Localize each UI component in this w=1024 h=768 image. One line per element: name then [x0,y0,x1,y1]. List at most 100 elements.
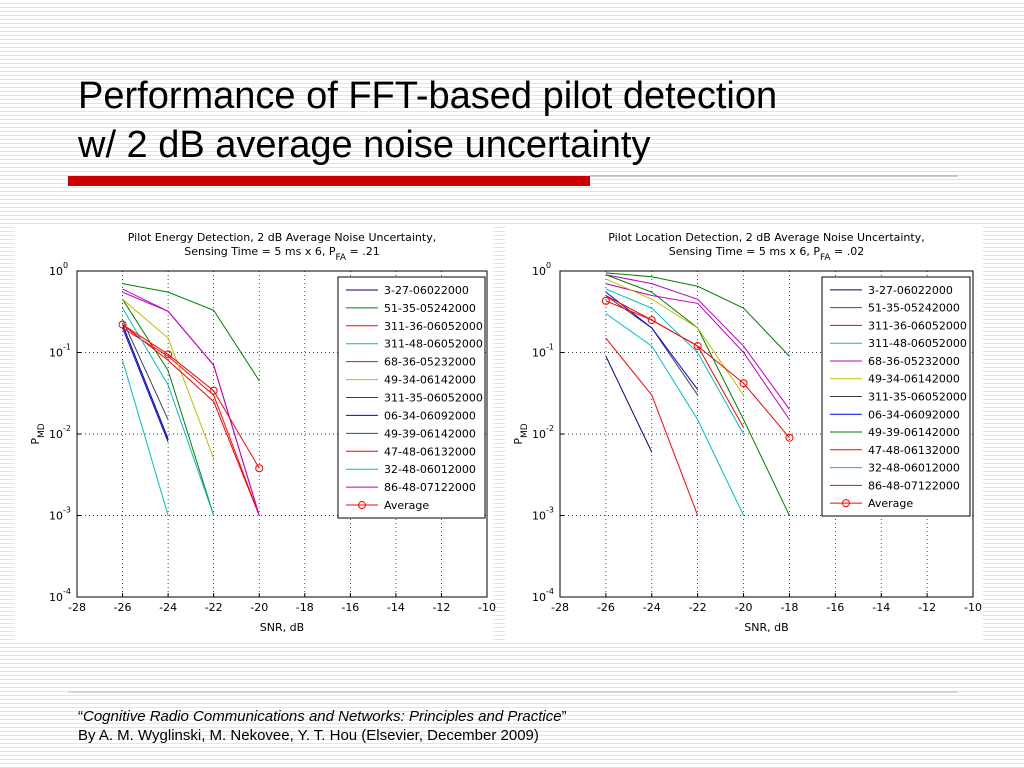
y-tick-label: 10 [532,347,546,360]
y-axis-label: PMD [29,423,47,444]
slide-title-line: Performance of FFT-based pilot detection [78,75,777,117]
x-tick-label: -12 [432,601,450,614]
y-tick-base: 10 [532,428,546,441]
y-tick-label: 10 [532,265,546,278]
y-tick-label: 10 [532,510,546,523]
legend-label: 06-34-06092000 [868,408,960,421]
x-tick-label: -22 [205,601,223,614]
series-marker [601,296,610,305]
series-line [122,360,169,516]
chart: Pilot Location Detection, 2 dB Average N… [505,226,983,640]
book-title: Cognitive Radio Communications and Netwo… [83,708,562,725]
citation-line: “Cognitive Radio Communications and Netw… [78,708,567,725]
chart-title: Pilot Energy Detection, 2 dB Average Noi… [128,231,436,244]
plot-frame [76,270,488,598]
y-tick-base: 10 [49,347,63,360]
legend-label: 311-35-06052000 [384,392,483,405]
y-tick-exponent: -4 [546,587,554,596]
series-line [122,298,215,516]
series-marker [785,433,794,442]
legend-label: 06-34-06092000 [384,409,476,422]
y-tick-base: 10 [532,591,546,604]
legend-label: 311-48-06052000 [384,338,483,351]
series-line [605,313,745,516]
legend-marker [842,499,850,508]
series-line [605,274,790,410]
y-tick-label: 10 [49,510,63,523]
y-tick-label: 10 [532,591,546,604]
legend-label: 32-48-06012000 [868,462,960,475]
x-tick-label: -16 [826,601,844,614]
x-tick-label: -10 [964,601,982,614]
x-tick-label: -26 [114,601,132,614]
series-line [122,324,260,469]
y-tick-base: 10 [532,510,546,523]
legend-label: 311-36-06052000 [384,320,483,333]
legend-label: 3-27-06022000 [384,284,469,297]
legend-label: 86-48-07122000 [868,479,960,492]
y-tick-exponent: -1 [63,343,71,352]
plot-frame [559,270,974,598]
legend-label: 51-35-05242000 [384,302,476,315]
legend-label: 86-48-07122000 [384,481,476,494]
y-tick-base: 10 [49,428,63,441]
x-tick-label: -24 [643,601,661,614]
legend-label: 49-39-06142000 [384,427,476,440]
chart-subtitle: Sensing Time = 5 ms x 6, PFA = .02 [669,245,864,263]
series-line [122,298,215,459]
x-tick-label: -24 [159,601,177,614]
subtitle-text: = .21 [346,245,380,258]
legend-label: 3-27-06022000 [868,284,953,297]
legend-label: 49-39-06142000 [868,426,960,439]
x-axis-label: SNR, dB [260,621,304,634]
citation-authors: By A. M. Wyglinski, M. Nekovee, Y. T. Ho… [78,727,539,744]
series-marker [255,464,264,473]
y-label-text: P [29,438,42,445]
x-axis-label: SNR, dB [744,621,788,634]
y-tick-base: 10 [532,347,546,360]
x-tick-label: -26 [597,601,615,614]
y-tick-label: 10 [49,347,63,360]
series-line [605,288,744,435]
series-marker [647,316,656,325]
subtitle-text: = .02 [830,245,864,258]
series-line [122,324,169,440]
title-bar [68,176,590,186]
subtitle-text: Sensing Time = 5 ms x 6, P [184,245,336,258]
x-tick-label: -14 [872,601,890,614]
y-tick-base: 10 [49,510,63,523]
legend-label: 68-36-05232000 [868,355,960,368]
y-tick-base: 10 [49,265,63,278]
quote: “ [78,708,83,725]
y-tick-exponent: -3 [546,506,554,515]
chart-title: Pilot Location Detection, 2 dB Average N… [608,231,924,244]
series-line [605,272,790,357]
series-line [605,283,790,420]
y-label-text: P [512,438,525,445]
slide-title-line: w/ 2 dB average noise uncertainty [77,124,650,166]
x-tick-label: -16 [341,601,359,614]
series-line [122,288,260,516]
series-marker [118,320,127,329]
legend-label: Average [868,497,913,510]
y-tick-exponent: 0 [63,261,68,270]
y-label-subscript: MD [37,423,47,438]
y-tick-label: 10 [49,591,63,604]
subtitle-subscript: FA [820,253,831,263]
y-tick-exponent: -1 [546,343,554,352]
y-label-subscript: MD [520,423,530,438]
x-tick-label: -28 [68,601,86,614]
y-tick-base: 10 [49,591,63,604]
subtitle-text: Sensing Time = 5 ms x 6, P [669,245,821,258]
chart-subtitle: Sensing Time = 5 ms x 6, PFA = .21 [184,245,379,263]
y-tick-exponent: -4 [63,587,71,596]
y-tick-base: 10 [532,265,546,278]
x-tick-label: -28 [551,601,569,614]
y-tick-exponent: -3 [63,506,71,515]
series-line [122,283,260,382]
x-tick-label: -18 [780,601,798,614]
x-tick-label: -18 [296,601,314,614]
x-tick-label: -14 [387,601,405,614]
legend-label: 47-48-06132000 [384,445,476,458]
legend-label: 32-48-06012000 [384,463,476,476]
